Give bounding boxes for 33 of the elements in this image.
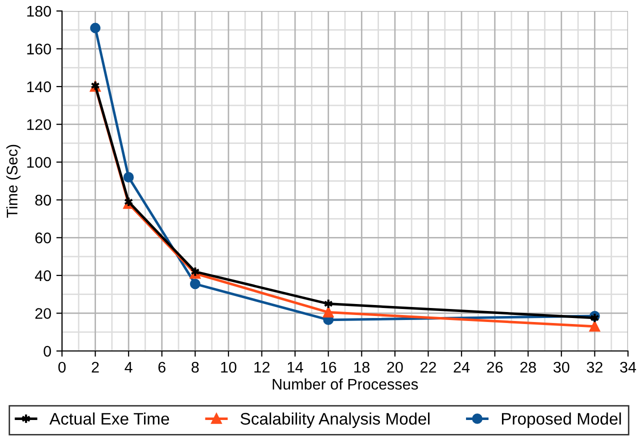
y-tick-label: 120 bbox=[27, 119, 51, 130]
x-tick-label: 22 bbox=[420, 362, 436, 372]
y-tick-label: 140 bbox=[27, 81, 51, 92]
x-tick-label: 6 bbox=[158, 362, 166, 373]
y-tick-label: 60 bbox=[35, 232, 51, 244]
x-tick-label: 14 bbox=[288, 362, 304, 372]
x-tick-label: 0 bbox=[58, 362, 66, 373]
x-tick-label: 4 bbox=[124, 362, 132, 372]
x-tick-label: 30 bbox=[554, 362, 570, 373]
legend-label: Proposed Model bbox=[502, 412, 621, 428]
y-tick-label: 80 bbox=[35, 194, 51, 206]
y-tick-label: 160 bbox=[27, 44, 51, 54]
legend-label: Scalability Analysis Model bbox=[240, 412, 430, 428]
y-tick-label: 40 bbox=[34, 270, 51, 282]
legend-label: Actual Exe Time bbox=[49, 412, 170, 425]
x-tick-label: 8 bbox=[192, 362, 199, 373]
x-tick-label: 28 bbox=[520, 362, 536, 373]
y-tick-label: 20 bbox=[35, 308, 51, 319]
x-tick-label: 32 bbox=[586, 362, 602, 373]
y-tick-label: 180 bbox=[27, 6, 51, 17]
y-tick-label: 0 bbox=[44, 346, 51, 357]
x-tick-label: 18 bbox=[354, 362, 370, 373]
y-axis-title: Time (Sec) bbox=[6, 144, 21, 218]
x-tick-label: 12 bbox=[254, 362, 270, 372]
x-tick-label: 24 bbox=[454, 362, 470, 372]
x-axis-title: Number of Processes bbox=[272, 378, 418, 390]
x-tick-label: 20 bbox=[387, 362, 403, 373]
x-tick-label: 2 bbox=[92, 362, 99, 372]
x-tick-label: 16 bbox=[321, 362, 336, 373]
x-tick-label: 26 bbox=[487, 362, 503, 373]
x-tick-label: 10 bbox=[221, 362, 236, 373]
x-tick-label: 34 bbox=[620, 362, 636, 373]
y-tick-label: 100 bbox=[27, 156, 51, 168]
